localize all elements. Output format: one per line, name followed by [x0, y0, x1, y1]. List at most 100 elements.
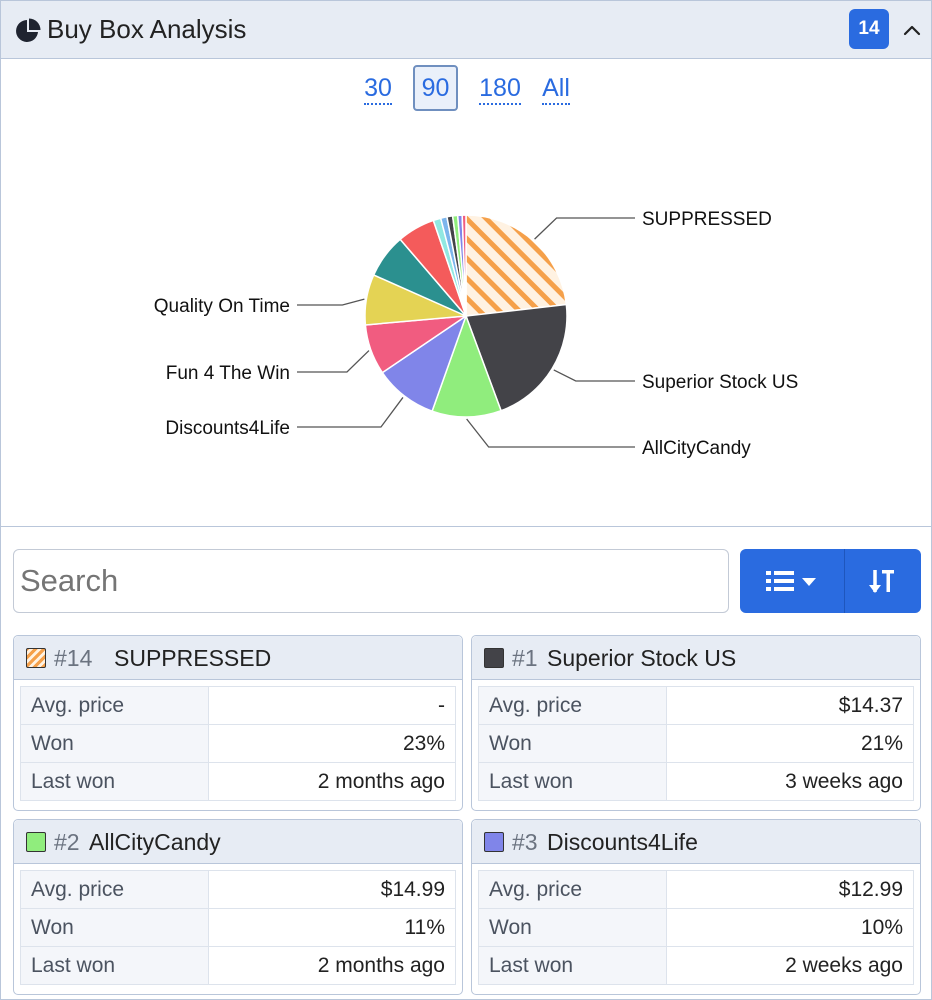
button-separator	[844, 549, 845, 613]
seller-name: SUPPRESSED	[114, 645, 272, 671]
sort-button[interactable]	[845, 549, 921, 613]
pie-chart-svg: SUPPRESSED Superior Stock US AllCityCandy D…	[154, 209, 799, 459]
count-badge: 14	[849, 9, 889, 49]
table-row: Last won 2 weeks ago	[478, 946, 914, 985]
stat-value: $12.99	[666, 870, 914, 909]
stat-value: 21%	[666, 724, 914, 763]
toolbar-button-group	[740, 549, 921, 613]
stat-value: 2 months ago	[208, 946, 456, 985]
chevron-up-icon[interactable]	[901, 17, 923, 43]
seller-card-header: #1 Superior Stock US	[472, 636, 920, 680]
seller-color-swatch	[26, 832, 46, 852]
seller-card: #3 Discounts4Life Avg. price $12.99 Won 10…	[471, 819, 921, 995]
table-row: Won 21%	[478, 724, 914, 763]
seller-stats-table: Avg. price $14.99 Won 11% Last won 2 months…	[20, 870, 456, 985]
seller-card-header: #2 AllCityCandy	[14, 820, 462, 864]
range-90-label: 90	[421, 74, 450, 102]
stat-label: Won	[478, 908, 667, 947]
table-row: Won 10%	[478, 908, 914, 947]
section-divider	[1, 526, 931, 527]
seller-rank: #14	[54, 645, 93, 671]
seller-color-swatch	[484, 648, 504, 668]
stat-label: Won	[478, 724, 667, 763]
leader-line	[297, 350, 370, 373]
slice-label: SUPPRESSED	[642, 209, 772, 230]
slice-label: AllCityCandy	[642, 438, 751, 459]
slice-label: Fun 4 The Win	[166, 363, 290, 384]
search-input[interactable]	[13, 549, 729, 613]
seller-stats-table: Avg. price $14.37 Won 21% Last won 3 weeks …	[478, 686, 914, 801]
slice-label: Quality On Time	[154, 296, 290, 317]
stat-label: Avg. price	[20, 870, 209, 909]
pie-slice[interactable]	[461, 214, 467, 317]
leader-line	[466, 418, 635, 448]
panel-title: Buy Box Analysis	[47, 14, 247, 44]
buy-box-pie-chart: SUPPRESSED Superior Stock US AllCityCandy D…	[1, 113, 931, 525]
stat-value: $14.37	[666, 686, 914, 725]
leader-line	[297, 397, 404, 428]
pie-slice[interactable]	[464, 303, 568, 412]
panel-header: Buy Box Analysis 14	[1, 1, 931, 59]
seller-color-swatch	[484, 832, 504, 852]
seller-name: Superior Stock US	[547, 645, 737, 671]
table-row: Avg. price $12.99	[478, 870, 914, 909]
table-row: Last won 2 months ago	[20, 946, 456, 985]
seller-name: Discounts4Life	[547, 829, 698, 855]
pie-slice[interactable]	[465, 214, 568, 317]
view-mode-button[interactable]	[740, 549, 844, 613]
stat-value: -	[208, 686, 456, 725]
range-all[interactable]: All	[539, 65, 573, 111]
stat-label: Won	[20, 724, 209, 763]
caret-down-icon	[802, 578, 816, 586]
seller-color-swatch	[26, 648, 46, 668]
seller-card-header: #14 SUPPRESSED	[14, 636, 462, 680]
table-row: Avg. price $14.37	[478, 686, 914, 725]
stat-value: 11%	[208, 908, 456, 947]
stat-value: 2 weeks ago	[666, 946, 914, 985]
pie-chart-icon	[16, 18, 41, 42]
stat-label: Last won	[20, 946, 209, 985]
stat-label: Avg. price	[478, 870, 667, 909]
seller-rank: #2	[54, 829, 80, 855]
seller-rank: #3	[512, 829, 538, 855]
table-row: Avg. price $14.99	[20, 870, 456, 909]
seller-card-header: #3 Discounts4Life	[472, 820, 920, 864]
stat-value: 2 months ago	[208, 762, 456, 801]
stat-label: Won	[20, 908, 209, 947]
range-90[interactable]: 90	[413, 65, 458, 111]
stat-label: Avg. price	[478, 686, 667, 725]
seller-card: #14 SUPPRESSED Avg. price - Won 23% Last w…	[13, 635, 463, 811]
leader-line	[534, 217, 635, 240]
leader-line	[297, 298, 365, 306]
leader-line	[553, 369, 635, 382]
pie-slice[interactable]	[431, 313, 503, 418]
stat-label: Last won	[478, 762, 667, 801]
range-180-label: 180	[479, 74, 521, 105]
stat-label: Last won	[20, 762, 209, 801]
table-row: Last won 2 months ago	[20, 762, 456, 801]
range-30-label: 30	[364, 74, 392, 105]
slice-label: Discounts4Life	[165, 418, 290, 439]
table-row: Won 23%	[20, 724, 456, 763]
stat-value: 3 weeks ago	[666, 762, 914, 801]
stat-label: Last won	[478, 946, 667, 985]
list-icon	[766, 571, 816, 591]
seller-stats-table: Avg. price $12.99 Won 10% Last won 2 weeks …	[478, 870, 914, 985]
stat-value: 23%	[208, 724, 456, 763]
seller-name: AllCityCandy	[89, 829, 221, 855]
seller-card: #2 AllCityCandy Avg. price $14.99 Won 11% …	[13, 819, 463, 995]
table-row: Avg. price -	[20, 686, 456, 725]
stat-label: Avg. price	[20, 686, 209, 725]
stat-value: 10%	[666, 908, 914, 947]
time-range-selector: 30 90 180 All	[1, 65, 931, 113]
seller-rank: #1	[512, 645, 538, 671]
range-180[interactable]: 180	[475, 65, 525, 111]
sort-icon	[869, 570, 894, 593]
range-30[interactable]: 30	[359, 65, 397, 111]
table-row: Won 11%	[20, 908, 456, 947]
table-row: Last won 3 weeks ago	[478, 762, 914, 801]
stat-value: $14.99	[208, 870, 456, 909]
seller-card: #1 Superior Stock US Avg. price $14.37 Wo…	[471, 635, 921, 811]
seller-stats-table: Avg. price - Won 23% Last won 2 months ago	[20, 686, 456, 801]
